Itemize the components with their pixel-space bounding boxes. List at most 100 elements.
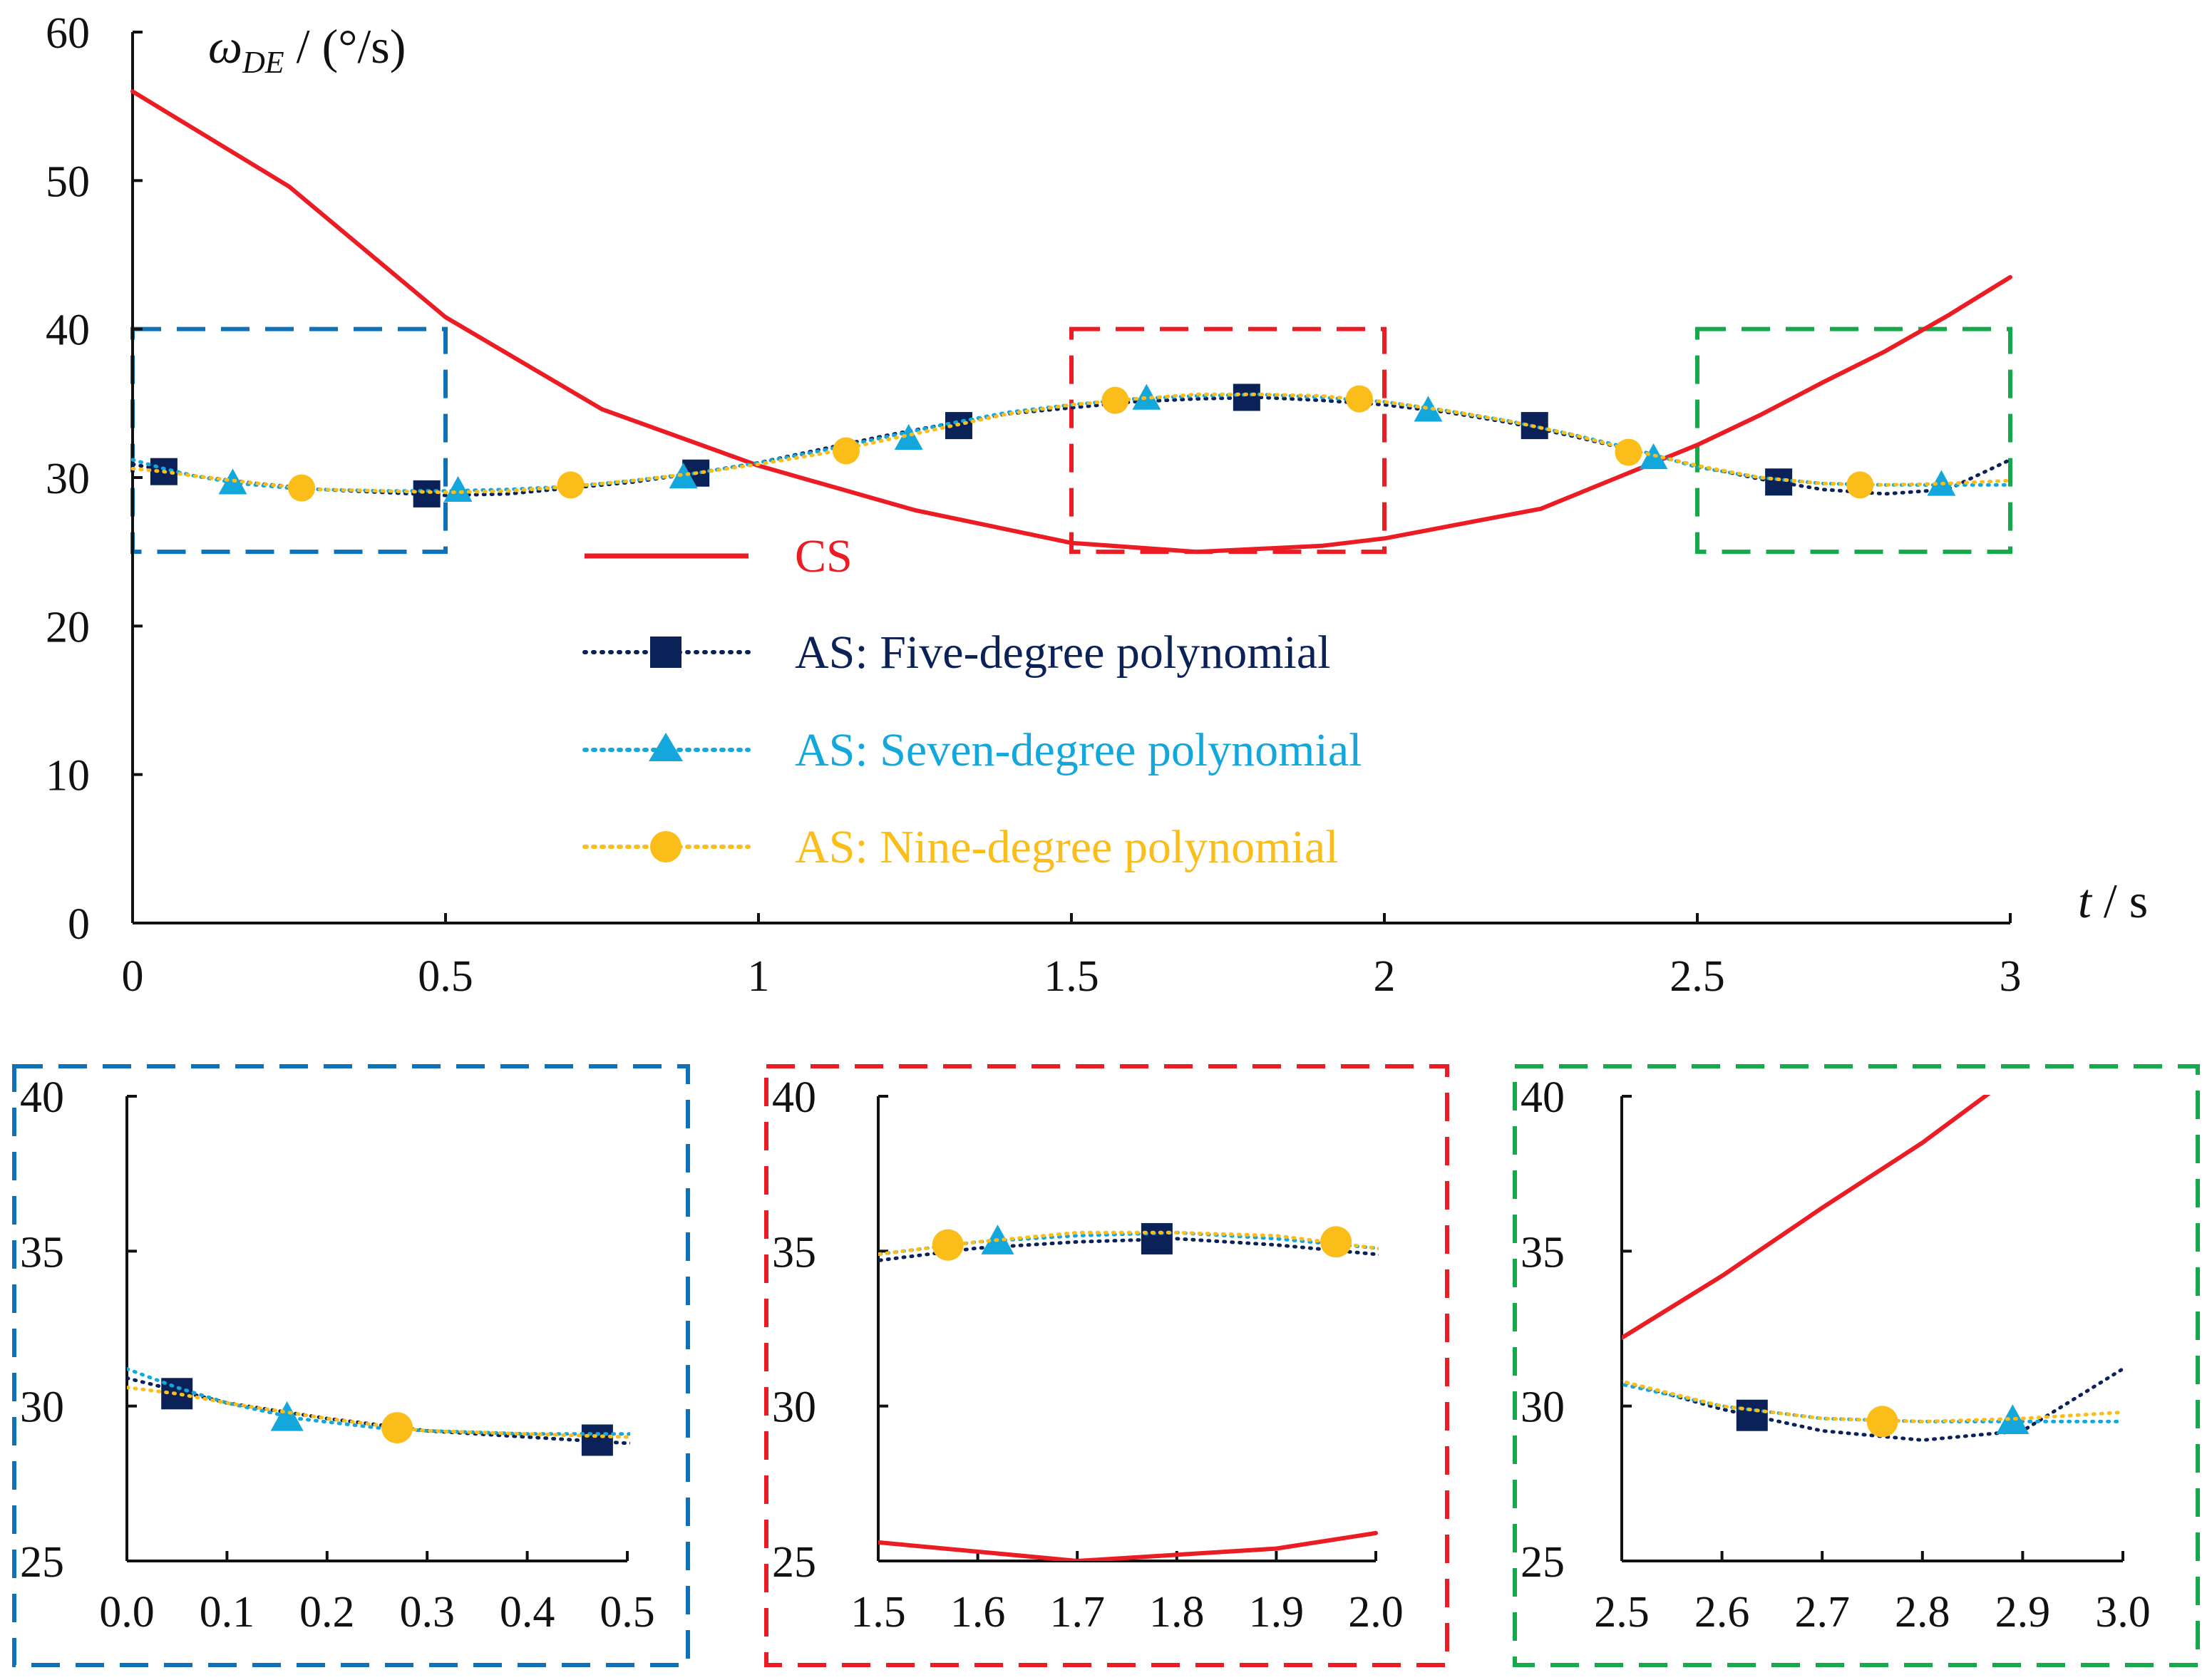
series-layer <box>127 89 2125 1561</box>
x-axis-unit: / s <box>2092 874 2148 928</box>
series-line-nine <box>1622 1379 2125 1423</box>
data-point-triangle <box>1132 383 1161 410</box>
y-tick-label: 25 <box>772 1538 816 1587</box>
x-tick-label: 0.5 <box>600 1588 655 1637</box>
data-point-triangle <box>894 423 923 450</box>
data-point-triangle <box>1996 1404 2030 1434</box>
panel-zoom-2: 1.5 1.6 1.7 1.8 1.9 2.0 25 30 35 40 <box>764 1064 1449 1667</box>
data-point-square <box>1141 1222 1173 1254</box>
y-tick-label: 35 <box>1521 1228 1565 1277</box>
legend-item-cs: CS <box>585 530 853 582</box>
data-point-triangle <box>443 475 473 502</box>
zoom-panel-frame <box>764 1064 1449 1667</box>
x-tick-label: 0.5 <box>418 952 473 1001</box>
legend-marker-square <box>650 637 681 668</box>
series-line-nine <box>130 392 2012 495</box>
y-tick-label: 20 <box>46 603 90 651</box>
y-axis-label: ωDE / (°/s) <box>208 19 406 80</box>
data-point-circle <box>1101 386 1129 414</box>
x-tick-label: 3.0 <box>2095 1588 2151 1637</box>
y-tick-label: 0 <box>68 900 90 949</box>
data-point-circle <box>1846 471 1874 499</box>
series-group-zoom-2 <box>878 1222 1379 1561</box>
x-tick-label: 2.7 <box>1794 1588 1850 1637</box>
x-tick-label: 2.9 <box>1995 1588 2051 1637</box>
zoom-panel-frame <box>1513 1064 2200 1667</box>
zoom-box-green <box>1695 326 2012 555</box>
y-tick-label: 60 <box>46 9 90 58</box>
series-group-main <box>130 89 2012 555</box>
legend-label-five: AS: Five-degree polynomial <box>795 627 1331 679</box>
x-tick-label: 0 <box>122 952 144 1001</box>
data-point-square <box>1765 468 1793 496</box>
x-axis-label: t / s <box>2078 874 2148 928</box>
legend-item-five: AS: Five-degree polynomial <box>582 627 1331 679</box>
x-tick-label: 2.8 <box>1895 1588 1950 1637</box>
x-tick-label: 2.6 <box>1694 1588 1750 1637</box>
y-axis-unit: / (°/s) <box>284 19 406 73</box>
panel-zoom-3: 2.5 2.6 2.7 2.8 2.9 3.0 25 30 35 40 <box>1513 1064 2200 1667</box>
x-axis-symbol: t <box>2078 874 2093 928</box>
x-tick-label: 2.5 <box>1670 952 1725 1001</box>
x-tick-label: 1.7 <box>1049 1588 1105 1637</box>
series-line-five <box>878 1237 1379 1262</box>
y-tick-label: 40 <box>46 306 90 355</box>
legend-label-seven: AS: Seven-degree polynomial <box>795 724 1362 776</box>
y-tick-label: 40 <box>1521 1073 1565 1122</box>
panel-zoom-1: 0.0 0.1 0.2 0.3 0.4 0.5 25 30 35 40 <box>12 1064 690 1667</box>
x-tick-label: 0.0 <box>99 1588 155 1637</box>
series-line-cs <box>878 1530 1378 1561</box>
x-tick-label: 2 <box>1374 952 1396 1001</box>
data-point-square <box>1736 1399 1768 1431</box>
series-line-seven <box>1622 1382 2125 1423</box>
x-tick-label: 1 <box>748 952 770 1001</box>
y-tick-label: 25 <box>20 1538 64 1587</box>
x-tick-label: 1.6 <box>950 1588 1006 1637</box>
y-tick-label: 50 <box>46 158 90 206</box>
zoom-box-blue <box>130 326 448 555</box>
x-tick-label: 0.1 <box>200 1588 255 1637</box>
y-axis-subscript: DE <box>242 45 284 80</box>
x-tick-label: 3 <box>2000 952 2022 1001</box>
data-point-circle <box>932 1229 964 1261</box>
x-tick-label: 1.9 <box>1249 1588 1305 1637</box>
data-point-circle <box>1866 1406 1898 1438</box>
y-tick-label: 30 <box>772 1383 816 1432</box>
y-tick-label: 30 <box>46 455 90 503</box>
x-tick-label: 2.0 <box>1348 1588 1404 1637</box>
x-tick-label: 1.8 <box>1149 1588 1205 1637</box>
x-tick-label: 1.5 <box>1044 952 1099 1001</box>
x-tick-label: 0.2 <box>299 1588 355 1637</box>
axis-labels-layer: ωDE / (°/s) t / s <box>208 19 2148 928</box>
data-point-square <box>581 1424 613 1456</box>
y-tick-label: 40 <box>20 1073 64 1122</box>
legend-marker-circle <box>650 831 681 862</box>
legend-label-nine: AS: Nine-degree polynomial <box>795 821 1338 873</box>
data-point-circle <box>381 1412 413 1444</box>
data-point-triangle <box>669 463 698 489</box>
zoom-region-boxes <box>130 326 2012 555</box>
data-point-circle <box>1345 385 1373 413</box>
zoom-panel-frame <box>12 1064 690 1667</box>
series-line-cs <box>130 89 2012 555</box>
data-point-circle <box>832 437 860 465</box>
y-tick-label: 35 <box>20 1228 64 1277</box>
data-point-circle <box>288 474 316 502</box>
series-group-zoom-3 <box>1622 1095 2125 1442</box>
y-tick-label: 30 <box>1521 1383 1565 1432</box>
series-line-five <box>1622 1367 2125 1442</box>
x-tick-label: 0.3 <box>399 1588 455 1637</box>
y-tick-label: 10 <box>46 752 90 800</box>
data-point-circle <box>1615 438 1642 466</box>
y-tick-label: 30 <box>20 1383 64 1432</box>
series-line-seven <box>127 1367 630 1436</box>
x-tick-label: 2.5 <box>1594 1588 1650 1637</box>
legend: CS AS: Five-degree polynomial AS: Seven-… <box>582 530 1362 873</box>
series-line-cs <box>127 601 627 1072</box>
legend-label-cs: CS <box>795 530 853 582</box>
legend-item-seven: AS: Seven-degree polynomial <box>582 724 1362 776</box>
legend-marker-triangle <box>649 733 683 761</box>
x-tick-label: 1.5 <box>850 1588 906 1637</box>
